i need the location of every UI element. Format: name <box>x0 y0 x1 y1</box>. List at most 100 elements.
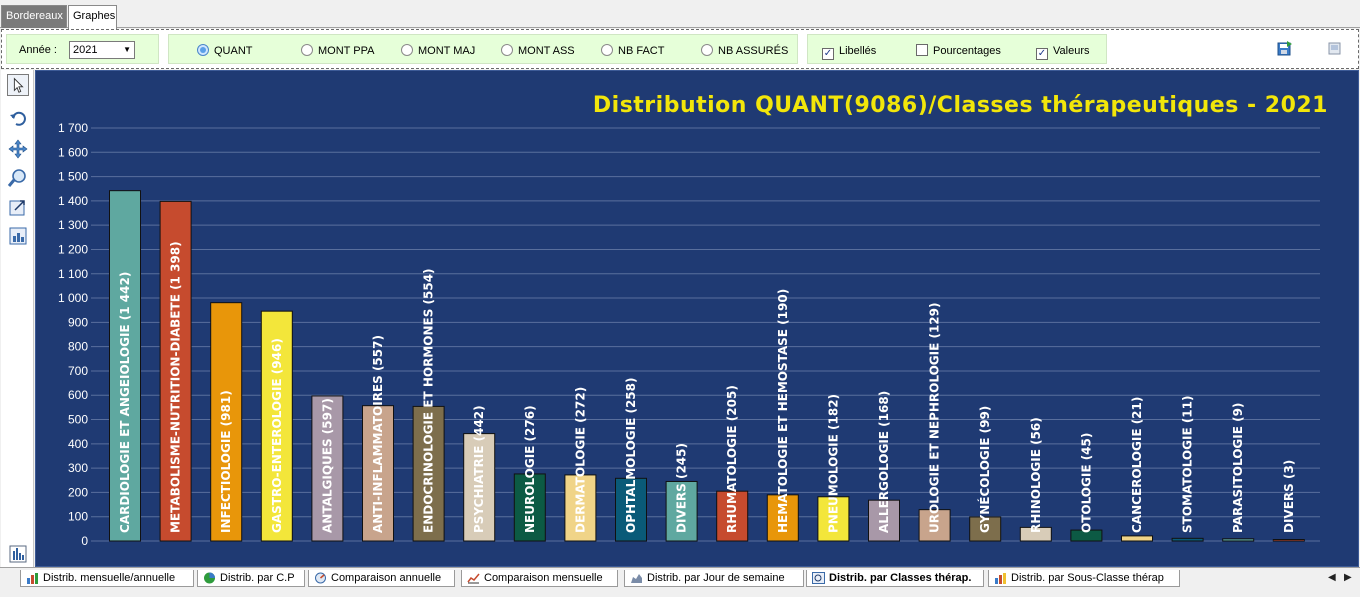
y-tick-label: 600 <box>68 388 88 402</box>
bar <box>665 480 698 542</box>
tab-comparaison-annuelle[interactable]: Comparaison annuelle <box>308 570 455 587</box>
tab-distrib-jour-semaine[interactable]: Distrib. par Jour de semaine <box>624 570 804 587</box>
bar-label: STOMATOLOGIE (11) <box>1181 396 1195 534</box>
display-options-group: ✓ Libellés Pourcentages ✓ Valeurs <box>807 34 1107 64</box>
bar-label: NEUROLOGIE (276) <box>523 405 537 533</box>
radio-label: MONT MAJ <box>418 45 476 57</box>
bar-label: INFECTIOLOGIE (981) <box>219 390 233 533</box>
bar-label: ANTALGIQUES (597) <box>320 398 334 533</box>
bar-label: ENDOCRINOLOGIE ET HORMONES (554) <box>422 268 436 533</box>
bar-label: UROLOGIE ET NEPHROLOGIE (129) <box>928 302 942 533</box>
y-tick-label: 1 500 <box>58 170 88 184</box>
radio-label: MONT PPA <box>318 45 375 57</box>
tab-label: Distrib. mensuelle/annuelle <box>43 572 176 584</box>
radio-nb-fact[interactable]: NB FACT <box>601 44 664 58</box>
checkbox-label: Libellés <box>839 45 877 57</box>
bar <box>109 190 141 542</box>
bar-label: PSYCHIATRIE (442) <box>472 405 486 533</box>
checkbox-libelles[interactable]: ✓ Libellés <box>822 44 877 60</box>
bar-label: DIVERS (3) <box>1282 460 1296 533</box>
bar-label: OTOLOGIE (45) <box>1079 433 1093 533</box>
y-tick-label: 1 200 <box>58 242 88 256</box>
y-tick-label: 1 000 <box>58 291 88 305</box>
chart-tools-sidebar <box>1 70 34 567</box>
tab-graphes[interactable]: Graphes <box>68 5 117 29</box>
radio-button-icon <box>601 44 613 56</box>
radio-label: NB ASSURÉS <box>718 45 789 57</box>
bar-label: GASTRO-ENTEROLOGIE (946) <box>270 338 284 533</box>
bar <box>918 509 951 542</box>
tab-bordereaux[interactable]: Bordereaux <box>1 5 67 28</box>
y-tick-label: 1 100 <box>58 267 88 281</box>
checkbox-label: Valeurs <box>1053 45 1090 57</box>
year-value: 2021 <box>73 44 98 56</box>
radio-button-icon <box>701 44 713 56</box>
bar-label: PARASITOLOGIE (9) <box>1231 403 1245 533</box>
radio-mont-ass[interactable]: MONT ASS <box>501 44 575 58</box>
pie-chart-icon <box>204 572 215 584</box>
bar-label: DIVERS (245) <box>675 443 689 533</box>
chevron-down-icon: ▼ <box>123 45 131 54</box>
checkbox-pourcentages[interactable]: Pourcentages <box>916 44 1001 58</box>
save-export-icon[interactable] <box>1277 40 1293 56</box>
radio-mont-ppa[interactable]: MONT PPA <box>301 44 374 58</box>
y-tick-label: 500 <box>68 413 88 427</box>
radio-button-icon <box>501 44 513 56</box>
bar <box>716 490 749 542</box>
y-tick-label: 200 <box>68 485 88 499</box>
tab-label: Comparaison mensuelle <box>484 572 603 584</box>
options-toolbar: Année : 2021 ▼ QUANT MONT PPA MONT MAJ M… <box>1 29 1359 69</box>
bar <box>159 200 192 542</box>
bar <box>1222 538 1255 542</box>
tab-distrib-mensuelle[interactable]: Distrib. mensuelle/annuelle <box>20 570 194 587</box>
radio-label: NB FACT <box>618 45 665 57</box>
bar-label: RHUMATOLOGIE (205) <box>725 385 739 533</box>
bar <box>311 395 344 542</box>
tab-scroll-right-icon[interactable]: ▶ <box>1344 572 1352 583</box>
year-select[interactable]: 2021 ▼ <box>69 41 135 59</box>
checkbox-label: Pourcentages <box>933 45 1001 57</box>
tab-distrib-sous-classe-therap[interactable]: Distrib. par Sous-Classe thérap <box>988 570 1180 587</box>
year-group: Année : 2021 ▼ <box>6 34 159 64</box>
chart-properties-icon[interactable] <box>7 543 29 565</box>
radio-label: QUANT <box>214 45 253 57</box>
radio-label: MONT ASS <box>518 45 575 57</box>
bar <box>1272 539 1305 542</box>
move-icon[interactable] <box>7 138 29 160</box>
radio-mont-maj[interactable]: MONT MAJ <box>401 44 475 58</box>
bar-chart: 0 100 200 300 400 500 600 700 800 900 1 000 1 100 1 … <box>58 121 1320 548</box>
tab-label: Distrib. par C.P <box>220 572 295 584</box>
pointer-icon[interactable] <box>7 74 29 96</box>
zoom-window-icon[interactable] <box>7 196 29 218</box>
tab-label: Distrib. par Sous-Classe thérap <box>1011 572 1164 584</box>
bar <box>412 405 445 542</box>
tab-distrib-classes-therap[interactable]: Distrib. par Classes thérap. <box>806 570 984 587</box>
radio-quant[interactable]: QUANT <box>197 44 253 58</box>
y-tick-label: 100 <box>68 510 88 524</box>
tab-comparaison-mensuelle[interactable]: Comparaison mensuelle <box>461 570 618 587</box>
bar <box>463 433 496 542</box>
bar-label: CARDIOLOGIE ET ANGEIOLOGIE (1 442) <box>118 272 132 533</box>
y-tick-label: 1 300 <box>58 218 88 232</box>
tab-label: Distrib. par Jour de semaine <box>647 572 785 584</box>
tab-distrib-cp[interactable]: Distrib. par C.P <box>197 570 305 587</box>
bar <box>1070 529 1103 542</box>
zoom-icon[interactable] <box>7 167 29 189</box>
chart-type-tab-bar: Distrib. mensuelle/annuelle Distrib. par… <box>0 567 1360 597</box>
print-preview-icon[interactable] <box>1327 40 1343 56</box>
radio-button-icon <box>401 44 413 56</box>
tab-label: Comparaison annuelle <box>331 572 442 584</box>
bar-label: METABOLISME-NUTRITION-DIABETE (1 398) <box>169 241 183 533</box>
radio-nb-assures[interactable]: NB ASSURÉS <box>701 44 788 58</box>
year-label: Année : <box>19 44 57 56</box>
tab-scroll-left-icon[interactable]: ◀ <box>1328 572 1336 583</box>
checkbox-valeurs[interactable]: ✓ Valeurs <box>1036 44 1090 60</box>
chart-settings-icon[interactable] <box>7 225 29 247</box>
undo-icon[interactable] <box>7 108 29 130</box>
chart-window-icon <box>812 572 825 584</box>
area-chart-icon <box>631 574 642 583</box>
bar-label: RHINOLOGIE (56) <box>1029 417 1043 533</box>
y-tick-label: 900 <box>68 315 88 329</box>
bar <box>362 405 394 542</box>
bar-label: GYNÉCOLOGIE (99) <box>977 406 992 533</box>
